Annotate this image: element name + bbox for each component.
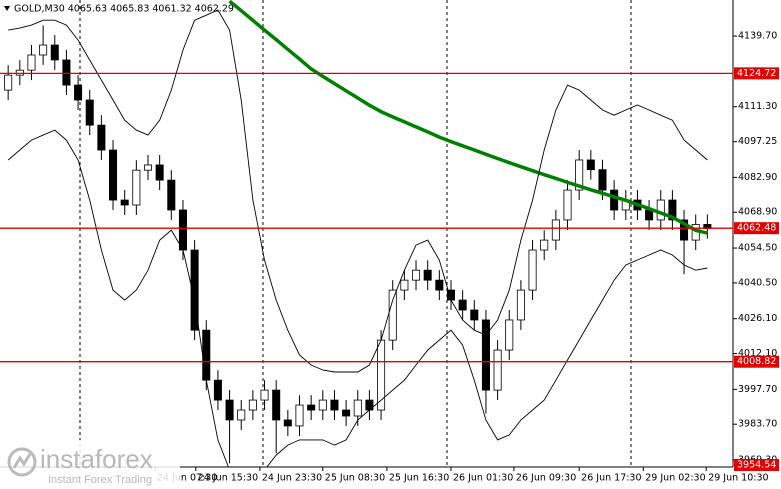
candle-body bbox=[575, 159, 584, 191]
candle-body bbox=[493, 349, 502, 391]
candle-body bbox=[435, 279, 444, 291]
candle-body bbox=[516, 289, 525, 321]
candle-body bbox=[202, 329, 211, 381]
candle-body bbox=[62, 59, 71, 86]
watermark-tagline: Instant Forex Trading bbox=[48, 474, 152, 486]
candle-body bbox=[132, 169, 141, 206]
candle-body bbox=[39, 44, 48, 56]
candle-body bbox=[528, 249, 537, 291]
candle-body bbox=[423, 269, 432, 281]
candle-body bbox=[656, 199, 665, 221]
candle-body bbox=[481, 319, 490, 391]
y-tick-label: 4068.90 bbox=[738, 207, 777, 218]
x-tick-label: 26 Jun 17:30 bbox=[581, 473, 641, 484]
candle-body bbox=[318, 399, 327, 411]
candle-body bbox=[167, 179, 176, 211]
y-tick-label: 4012.10 bbox=[738, 348, 777, 359]
candle-body bbox=[213, 379, 222, 401]
watermark-brand: instaforex bbox=[40, 444, 153, 474]
x-tick-label: 29 Jun 02:30 bbox=[645, 473, 705, 484]
level-label: 3954.54 bbox=[737, 460, 776, 471]
y-tick-label: 4082.90 bbox=[738, 172, 777, 183]
x-tick-label: 26 Jun 09:30 bbox=[516, 473, 576, 484]
candle-body bbox=[237, 409, 246, 421]
watermark: instaforex Instant Forex Trading bbox=[0, 440, 180, 489]
level-label: 4124.72 bbox=[737, 68, 776, 79]
y-tick-label: 4026.10 bbox=[738, 313, 777, 324]
candle-body bbox=[668, 199, 677, 221]
level-label: 4062.48 bbox=[737, 223, 776, 234]
candle-body bbox=[551, 219, 560, 241]
y-tick-label: 3983.70 bbox=[738, 419, 777, 430]
candle-body bbox=[307, 404, 316, 411]
y-tick-label: 3997.70 bbox=[738, 384, 777, 395]
candle-body bbox=[190, 249, 199, 331]
candle-body bbox=[260, 389, 269, 401]
watermark-bg bbox=[0, 440, 180, 489]
indicator-line bbox=[8, 9, 708, 373]
candle-body bbox=[50, 44, 59, 61]
candle-body bbox=[342, 409, 351, 417]
candle-body bbox=[225, 399, 234, 421]
candle-body bbox=[412, 269, 421, 281]
level-label: 4008.82 bbox=[737, 356, 776, 367]
candle-body bbox=[74, 84, 83, 101]
x-tick-label: 29 Jun 10:30 bbox=[708, 473, 768, 484]
candle-body bbox=[365, 399, 374, 411]
candle-body bbox=[109, 149, 118, 201]
candle-body bbox=[586, 159, 595, 171]
indicator-line bbox=[7, 129, 708, 467]
candle-body bbox=[540, 239, 549, 251]
candle-body bbox=[4, 74, 13, 91]
x-tick-label: 24 Jun 07:30 bbox=[157, 473, 217, 484]
level-label-bg bbox=[734, 67, 779, 80]
level-label-bg bbox=[734, 355, 779, 368]
title-icon bbox=[4, 6, 10, 11]
chart-title: GOLD,M30 4065.63 4065.83 4061.32 4062.29 bbox=[14, 4, 234, 15]
candle-body bbox=[120, 199, 129, 206]
y-tick-label: 4054.50 bbox=[738, 243, 777, 254]
candle-body bbox=[27, 54, 36, 71]
x-tick-label: 26 Jun 01:30 bbox=[453, 473, 513, 484]
candle-body bbox=[295, 404, 304, 427]
candle-body bbox=[610, 189, 619, 211]
plot-area bbox=[4, 0, 712, 467]
y-tick-label: 4097.25 bbox=[738, 136, 777, 147]
candle-body bbox=[143, 164, 153, 171]
candle-body bbox=[680, 219, 689, 241]
candle-body bbox=[85, 99, 94, 126]
level-label-bg bbox=[734, 222, 779, 235]
candle-body bbox=[388, 289, 397, 341]
candle-body bbox=[97, 124, 106, 151]
candle-body bbox=[272, 389, 281, 421]
candle-body bbox=[15, 69, 24, 76]
x-tick-label: 25 Jun 16:30 bbox=[389, 473, 449, 484]
candle-body bbox=[178, 209, 187, 251]
candle-body bbox=[248, 399, 257, 411]
candle-body bbox=[470, 309, 479, 321]
y-tick-label: 4111.30 bbox=[738, 101, 777, 112]
watermark-logo bbox=[7, 447, 37, 477]
candle-body bbox=[598, 169, 607, 191]
x-tick-label: 24 Jun 15:30 bbox=[198, 473, 258, 484]
candle-body bbox=[458, 299, 467, 311]
y-tick-label: 4139.70 bbox=[738, 31, 777, 42]
level-label-bg bbox=[734, 459, 779, 471]
indicator-line bbox=[228, 0, 708, 235]
candle-body bbox=[353, 399, 362, 417]
x-tick-label: 24 Jun 23:30 bbox=[262, 473, 322, 484]
candle-body bbox=[155, 164, 164, 181]
candle-body bbox=[330, 399, 339, 411]
candle-body bbox=[283, 419, 292, 427]
x-tick-label: 25 Jun 08:30 bbox=[325, 473, 385, 484]
candle-body bbox=[563, 189, 572, 221]
candle-body bbox=[400, 279, 409, 291]
y-tick-label: 4040.50 bbox=[738, 277, 777, 288]
candle-body bbox=[505, 319, 514, 351]
watermark-logo bbox=[12, 453, 32, 469]
